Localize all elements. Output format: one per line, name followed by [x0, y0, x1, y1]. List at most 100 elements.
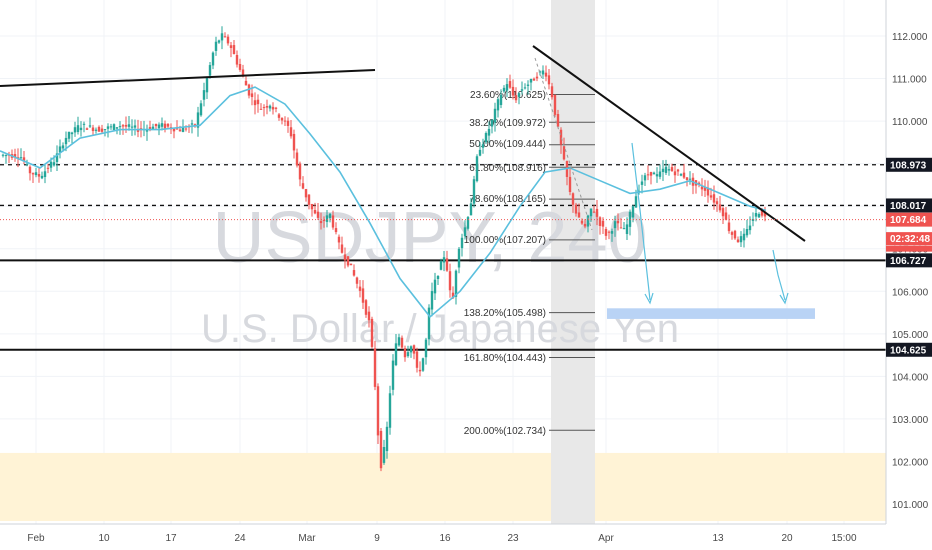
candle-body — [34, 172, 38, 176]
price-tick-label: 106.000 — [892, 287, 929, 298]
candle-body — [265, 106, 269, 108]
candle-body — [505, 84, 509, 91]
candle-body — [403, 348, 407, 358]
time-axis[interactable]: Feb 10 17 24 Mar 9 16 23 Apr 13 20 15:00 — [0, 523, 886, 544]
candle-body — [346, 256, 350, 266]
time-tick-label: 20 — [781, 533, 793, 544]
candle-body — [529, 78, 533, 83]
fib-label-138.2: 138.20%(105.498) — [464, 308, 546, 319]
candle-body — [472, 179, 476, 204]
candle-body — [211, 52, 215, 66]
moving-average-line — [0, 86, 767, 318]
candle-body — [184, 128, 188, 130]
tag-104625-bg — [886, 342, 932, 357]
candle-body — [424, 339, 428, 358]
candle-body — [121, 125, 125, 127]
candle-body — [592, 211, 596, 213]
tag-106727-bg — [886, 253, 932, 268]
candle-body — [655, 174, 659, 177]
price-tick-label: 101.000 — [892, 500, 929, 511]
price-axis[interactable]: 101.000 102.000 103.000 104.000 105.000 106.0… — [885, 0, 932, 524]
candle-body — [100, 128, 104, 132]
candle-body — [667, 169, 671, 171]
candle-body — [58, 146, 62, 153]
candle-body — [166, 123, 170, 127]
candle-body — [247, 84, 251, 96]
candle-body — [316, 211, 320, 218]
candle-body — [412, 345, 416, 354]
candle-body — [622, 228, 626, 230]
candle-body — [73, 127, 77, 133]
candle-body — [457, 248, 461, 268]
candle-body — [514, 95, 518, 101]
candle-body — [718, 204, 722, 211]
time-tick-label: Mar — [298, 533, 316, 544]
candle-body — [133, 125, 137, 128]
candle-body — [91, 127, 95, 131]
candle-body — [85, 128, 89, 130]
candle-body — [70, 132, 74, 135]
fib-label-61.8: 61.80%(108.916) — [469, 163, 546, 174]
time-tick-label: Feb — [27, 533, 45, 544]
candle-body — [322, 220, 326, 222]
time-tick-label: 16 — [439, 533, 451, 544]
target-zone — [607, 308, 815, 319]
time-tick-label: 10 — [98, 533, 110, 544]
candle-body — [274, 107, 278, 109]
candle-body — [49, 161, 53, 168]
candle-body — [571, 193, 575, 205]
candle-body — [448, 271, 452, 291]
candle-body — [649, 172, 653, 176]
fib-label-200: 200.00%(102.734) — [464, 426, 546, 437]
candle-body — [331, 215, 335, 228]
candle-body — [367, 311, 371, 321]
candle-body — [748, 225, 752, 231]
candle-body — [22, 157, 26, 162]
candle-body — [286, 120, 290, 126]
candle-body — [520, 89, 524, 91]
candle-body — [562, 146, 566, 160]
candle-body — [715, 201, 719, 205]
watermark-description: U.S. Dollar / Japanese Yen — [201, 307, 679, 351]
candle-body — [607, 231, 611, 233]
candle-body — [289, 127, 293, 137]
fib-retracement: 23.60%(110.625) 38.20%(109.972) 50.00%(1… — [464, 90, 595, 437]
candle-body — [244, 80, 248, 86]
candle-body — [439, 261, 443, 270]
candle-body — [217, 40, 221, 43]
candle-body — [481, 144, 485, 148]
candle-body — [604, 228, 608, 236]
price-tags: 108.973 108.017 106.727 104.625 107.684 02:32… — [886, 157, 932, 357]
gridlines — [0, 0, 886, 524]
candle-body — [4, 155, 8, 157]
candle-body — [385, 426, 389, 452]
fib-label-23.6: 23.60%(110.625) — [470, 90, 546, 101]
candle-body — [652, 172, 656, 175]
candle-body — [757, 213, 761, 218]
candle-body — [601, 220, 605, 227]
candle-body — [724, 212, 728, 220]
candle-body — [460, 237, 464, 249]
candle-body — [754, 213, 758, 217]
candle-body — [358, 286, 362, 291]
trendline-upper-left — [0, 69, 376, 87]
time-tick-label: 24 — [234, 533, 246, 544]
candle-body — [352, 270, 356, 276]
candle-body — [577, 212, 581, 218]
candle-body — [535, 76, 539, 79]
candle-body — [664, 166, 668, 173]
candle-body — [232, 45, 236, 54]
candle-body — [541, 70, 545, 75]
candle-body — [517, 93, 521, 97]
candle-body — [736, 239, 740, 243]
candle-body — [64, 137, 68, 145]
candle-body — [661, 168, 665, 172]
candle-body — [610, 231, 614, 234]
candle-body — [625, 224, 629, 235]
candle-body — [511, 86, 515, 96]
projection-arrow-1 — [631, 142, 654, 305]
fib-diagonal — [534, 57, 593, 231]
time-tick-labels: Feb 10 17 24 Mar 9 16 23 Apr 13 20 15:00 — [27, 533, 857, 544]
tag-106727: 106.727 — [890, 256, 927, 267]
candle-body — [553, 94, 557, 115]
